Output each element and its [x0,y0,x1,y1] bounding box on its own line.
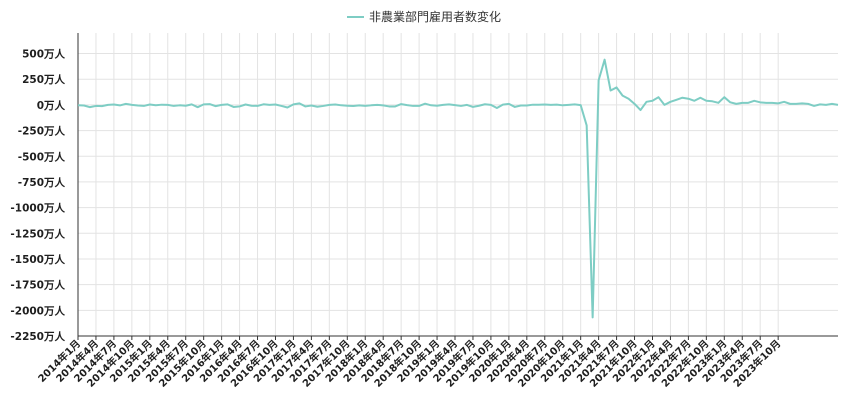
legend-label: 非農業部門雇用者数変化 [369,9,501,24]
x-axis-ticks: 2014年1月2014年4月2014年7月2014年10月2015年1月2015… [35,337,783,390]
axes [77,33,838,340]
y-tick-label: -1500万人 [10,253,65,266]
series-line [77,58,839,319]
y-tick-label: -500万人 [18,150,66,163]
legend[interactable]: 非農業部門雇用者数変化 [347,9,501,24]
y-tick-label: -750万人 [18,176,66,189]
series-layer [77,58,839,319]
grid [77,33,838,337]
y-tick-label: -1250万人 [10,227,65,240]
y-tick-label: -250万人 [18,125,66,138]
y-tick-label: -1000万人 [10,202,65,215]
y-tick-label: 500万人 [22,48,65,61]
y-tick-label: -2000万人 [10,304,65,317]
y-axis-ticks: 500万人 250万人 0万人 -250万人 -500万人 -750万人 -1000万人 -1… [10,48,65,343]
y-tick-label: 0万人 [37,99,66,112]
y-tick-label: 250万人 [22,73,65,86]
y-tick-label: -2250万人 [10,330,65,343]
y-tick-label: -1750万人 [10,279,65,292]
